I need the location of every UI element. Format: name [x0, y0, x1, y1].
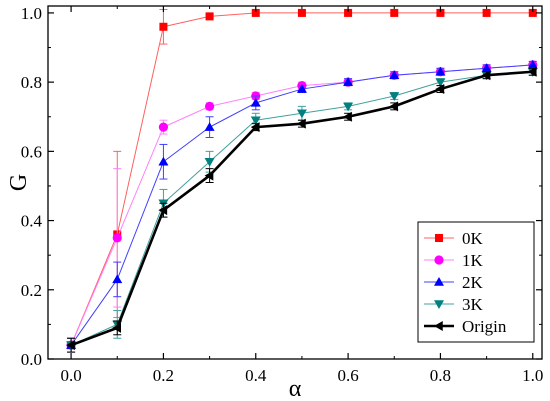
- legend-marker: [434, 321, 443, 331]
- legend-marker: [434, 300, 444, 309]
- data-point: [204, 157, 215, 167]
- data-point: [204, 101, 215, 111]
- y-tick-label: 0.6: [21, 142, 42, 161]
- series-origin: [66, 66, 537, 353]
- plot-frame: [47, 5, 543, 360]
- x-tick-label: 0.4: [245, 366, 267, 385]
- data-point: [389, 101, 399, 112]
- data-point: [158, 156, 169, 166]
- x-axis-label: α: [289, 376, 302, 401]
- data-point: [205, 12, 214, 21]
- y-tick-label: 0.2: [21, 281, 42, 300]
- y-tick-label: 0.4: [21, 212, 43, 231]
- data-point: [343, 102, 354, 112]
- data-point: [251, 8, 260, 17]
- data-point: [296, 84, 307, 93]
- data-point: [250, 122, 260, 133]
- legend-item-0k: 0K: [424, 229, 484, 248]
- data-point: [343, 77, 354, 86]
- x-tick-label: 1.0: [522, 366, 543, 385]
- data-point: [112, 233, 122, 243]
- x-tick-label: 0.6: [337, 366, 358, 385]
- data-point: [527, 59, 538, 69]
- legend-label: Origin: [462, 317, 507, 336]
- data-point: [204, 170, 214, 181]
- data-point: [204, 122, 215, 131]
- data-point: [435, 66, 446, 76]
- data-point: [389, 92, 400, 101]
- x-tick-label: 0.2: [153, 366, 174, 385]
- data-point: [482, 8, 491, 17]
- data-point: [158, 122, 169, 132]
- data-point: [343, 111, 352, 122]
- y-tick-label: 0.8: [21, 73, 42, 92]
- data-point: [390, 8, 399, 17]
- data-point: [527, 66, 537, 77]
- legend-item-origin: Origin: [424, 317, 507, 336]
- data-point: [436, 8, 445, 17]
- legend-item-2k: 2K: [424, 273, 484, 292]
- data-point: [435, 78, 446, 88]
- x-tick-label: 0.8: [430, 366, 451, 385]
- data-point: [66, 340, 75, 351]
- data-point: [296, 118, 306, 129]
- legend: 0K 1K 2K 3K Origin: [417, 221, 535, 343]
- data-point: [250, 116, 261, 126]
- data-point: [158, 205, 168, 216]
- series-layer: [66, 8, 538, 353]
- legend-marker: [435, 234, 443, 242]
- data-point: [528, 8, 537, 17]
- legend-item-1k: 1K: [424, 251, 484, 270]
- legend-item-3k: 3K: [424, 295, 484, 314]
- y-tick-label: 0.0: [21, 350, 42, 369]
- data-point: [112, 322, 122, 333]
- legend-label: 0K: [462, 229, 484, 248]
- data-point: [344, 8, 353, 17]
- legend-label: 3K: [462, 295, 484, 314]
- data-point: [481, 63, 492, 73]
- axes-layer: 0.0 0.2 0.4 0.6 0.8 1.0 0.0 0.2 0.4 0.6 0.8 1.0: [21, 4, 544, 385]
- y-tick-label: 1.0: [21, 4, 42, 23]
- x-tick-label: 0.0: [60, 366, 81, 385]
- data-point: [250, 97, 261, 107]
- data-point: [159, 22, 168, 31]
- legend-marker: [434, 255, 444, 265]
- data-point: [112, 274, 123, 284]
- y-axis-label: G: [6, 174, 32, 191]
- data-point: [297, 8, 306, 17]
- legend-marker: [434, 277, 444, 286]
- legend-label: 2K: [462, 273, 484, 292]
- data-point: [435, 84, 445, 95]
- data-point: [481, 70, 491, 81]
- legend-label: 1K: [462, 251, 484, 270]
- data-point: [296, 109, 307, 119]
- data-point: [389, 70, 400, 79]
